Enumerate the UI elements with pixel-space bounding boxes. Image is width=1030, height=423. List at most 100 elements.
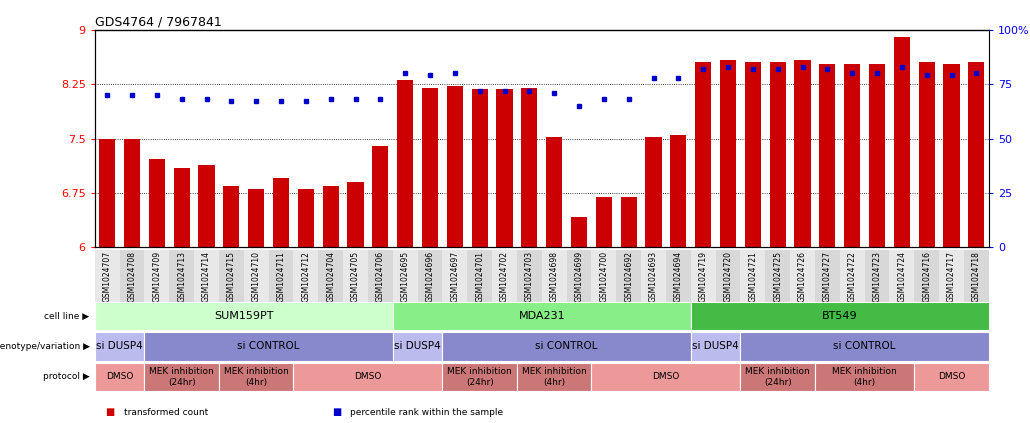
- Bar: [392, 302, 691, 330]
- Bar: [741, 363, 815, 391]
- Bar: [595, 197, 612, 247]
- Bar: [443, 363, 517, 391]
- Bar: [443, 250, 468, 302]
- Bar: [919, 62, 935, 247]
- Bar: [794, 60, 811, 247]
- Bar: [666, 250, 691, 302]
- Bar: [343, 250, 368, 302]
- Bar: [591, 250, 616, 302]
- Text: GSM1024722: GSM1024722: [848, 250, 857, 302]
- Bar: [148, 159, 165, 247]
- Bar: [671, 135, 686, 247]
- Bar: [447, 86, 462, 247]
- Bar: [294, 250, 318, 302]
- Text: si CONTROL: si CONTROL: [237, 341, 300, 352]
- Bar: [99, 139, 115, 247]
- Bar: [269, 250, 294, 302]
- Bar: [591, 363, 741, 391]
- Text: GSM1024709: GSM1024709: [152, 250, 162, 302]
- Text: GSM1024692: GSM1024692: [624, 250, 633, 302]
- Bar: [716, 250, 741, 302]
- Bar: [398, 80, 413, 247]
- Bar: [769, 62, 786, 247]
- Text: MDA231: MDA231: [518, 311, 565, 321]
- Text: MEK inhibition
(24hr): MEK inhibition (24hr): [746, 367, 810, 387]
- Bar: [95, 332, 144, 361]
- Text: MEK inhibition
(4hr): MEK inhibition (4hr): [832, 367, 897, 387]
- Bar: [521, 88, 538, 247]
- Text: GSM1024707: GSM1024707: [103, 250, 111, 302]
- Bar: [219, 363, 294, 391]
- Bar: [915, 250, 939, 302]
- Bar: [869, 64, 885, 247]
- Text: DMSO: DMSO: [106, 372, 133, 382]
- Bar: [318, 250, 343, 302]
- Text: DMSO: DMSO: [652, 372, 680, 382]
- Text: GSM1024694: GSM1024694: [674, 250, 683, 302]
- Text: GSM1024699: GSM1024699: [575, 250, 584, 302]
- Text: GSM1024696: GSM1024696: [425, 250, 435, 302]
- Bar: [765, 250, 790, 302]
- Bar: [224, 186, 239, 247]
- Bar: [417, 250, 443, 302]
- Bar: [298, 190, 314, 247]
- Text: percentile rank within the sample: percentile rank within the sample: [350, 408, 504, 417]
- Bar: [443, 332, 691, 361]
- Text: GSM1024727: GSM1024727: [823, 250, 832, 302]
- Text: GSM1024713: GSM1024713: [177, 250, 186, 302]
- Bar: [273, 179, 289, 247]
- Bar: [322, 186, 339, 247]
- Bar: [745, 62, 761, 247]
- Bar: [368, 250, 392, 302]
- Bar: [219, 250, 244, 302]
- Bar: [174, 168, 190, 247]
- Text: GSM1024695: GSM1024695: [401, 250, 410, 302]
- Text: MEK inhibition
(4hr): MEK inhibition (4hr): [522, 367, 586, 387]
- Bar: [691, 302, 989, 330]
- Bar: [144, 250, 169, 302]
- Bar: [95, 250, 119, 302]
- Bar: [517, 250, 542, 302]
- Bar: [492, 250, 517, 302]
- Text: GSM1024721: GSM1024721: [749, 250, 757, 302]
- Text: GSM1024703: GSM1024703: [525, 250, 534, 302]
- Text: protocol ▶: protocol ▶: [43, 372, 90, 382]
- Bar: [964, 250, 989, 302]
- Text: si CONTROL: si CONTROL: [833, 341, 896, 352]
- Bar: [845, 64, 860, 247]
- Bar: [392, 250, 417, 302]
- Text: transformed count: transformed count: [124, 408, 208, 417]
- Text: GSM1024711: GSM1024711: [276, 250, 285, 302]
- Text: MEK inhibition
(24hr): MEK inhibition (24hr): [149, 367, 214, 387]
- Text: MEK inhibition
(4hr): MEK inhibition (4hr): [224, 367, 288, 387]
- Text: GSM1024717: GSM1024717: [947, 250, 956, 302]
- Bar: [741, 250, 765, 302]
- Text: GSM1024726: GSM1024726: [798, 250, 808, 302]
- Bar: [616, 250, 641, 302]
- Text: GSM1024719: GSM1024719: [698, 250, 708, 302]
- Bar: [169, 250, 194, 302]
- Bar: [695, 62, 712, 247]
- Bar: [839, 250, 864, 302]
- Text: GSM1024702: GSM1024702: [500, 250, 509, 302]
- Bar: [815, 250, 839, 302]
- Text: GSM1024715: GSM1024715: [227, 250, 236, 302]
- Text: ■: ■: [105, 407, 114, 418]
- Bar: [119, 250, 144, 302]
- Bar: [943, 64, 960, 247]
- Text: GSM1024723: GSM1024723: [872, 250, 882, 302]
- Text: GSM1024701: GSM1024701: [475, 250, 484, 302]
- Bar: [939, 250, 964, 302]
- Text: GSM1024706: GSM1024706: [376, 250, 385, 302]
- Text: ■: ■: [332, 407, 341, 418]
- Text: si DUSP4: si DUSP4: [394, 341, 441, 352]
- Bar: [294, 363, 443, 391]
- Text: GSM1024724: GSM1024724: [897, 250, 906, 302]
- Text: GDS4764 / 7967841: GDS4764 / 7967841: [95, 16, 221, 28]
- Bar: [915, 363, 989, 391]
- Text: SUM159PT: SUM159PT: [214, 311, 274, 321]
- Bar: [517, 363, 591, 391]
- Text: MEK inhibition
(24hr): MEK inhibition (24hr): [447, 367, 512, 387]
- Bar: [95, 302, 392, 330]
- Text: BT549: BT549: [822, 311, 858, 321]
